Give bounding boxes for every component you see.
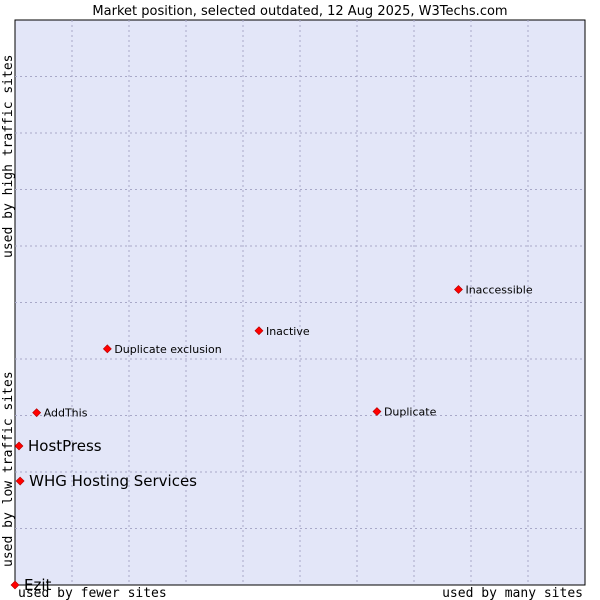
data-point-label: HostPress	[28, 437, 102, 455]
data-point-marker	[102, 344, 112, 354]
data-point-label: Inactive	[266, 325, 310, 338]
data-point-label: Duplicate exclusion	[114, 343, 221, 356]
data-points: Inaccessible Inactive Duplicate exclusion A…	[10, 284, 533, 594]
y-axis-label-bottom: used by low traffic sites	[1, 371, 16, 567]
x-axis-label-right: used by many sites	[442, 586, 583, 600]
grid-lines	[15, 20, 585, 585]
data-point-label: AddThis	[44, 407, 88, 420]
data-point-label: Duplicate	[384, 406, 437, 419]
data-point-label: Ezit	[24, 576, 52, 594]
data-point-marker	[15, 476, 25, 486]
data-point-label: WHG Hosting Services	[29, 472, 197, 490]
x-axis-label-left: used by fewer sites	[18, 586, 167, 600]
data-point-marker	[454, 285, 463, 294]
data-point-marker	[32, 408, 42, 418]
data-point-label: Inaccessible	[465, 284, 532, 297]
data-point-marker	[14, 441, 24, 451]
chart-title: Market position, selected outdated, 12 A…	[92, 4, 507, 19]
data-point-marker	[372, 407, 382, 416]
data-point-marker	[10, 580, 20, 590]
data-point-marker	[254, 326, 264, 336]
y-axis-label-top: used by high traffic sites	[1, 55, 16, 259]
